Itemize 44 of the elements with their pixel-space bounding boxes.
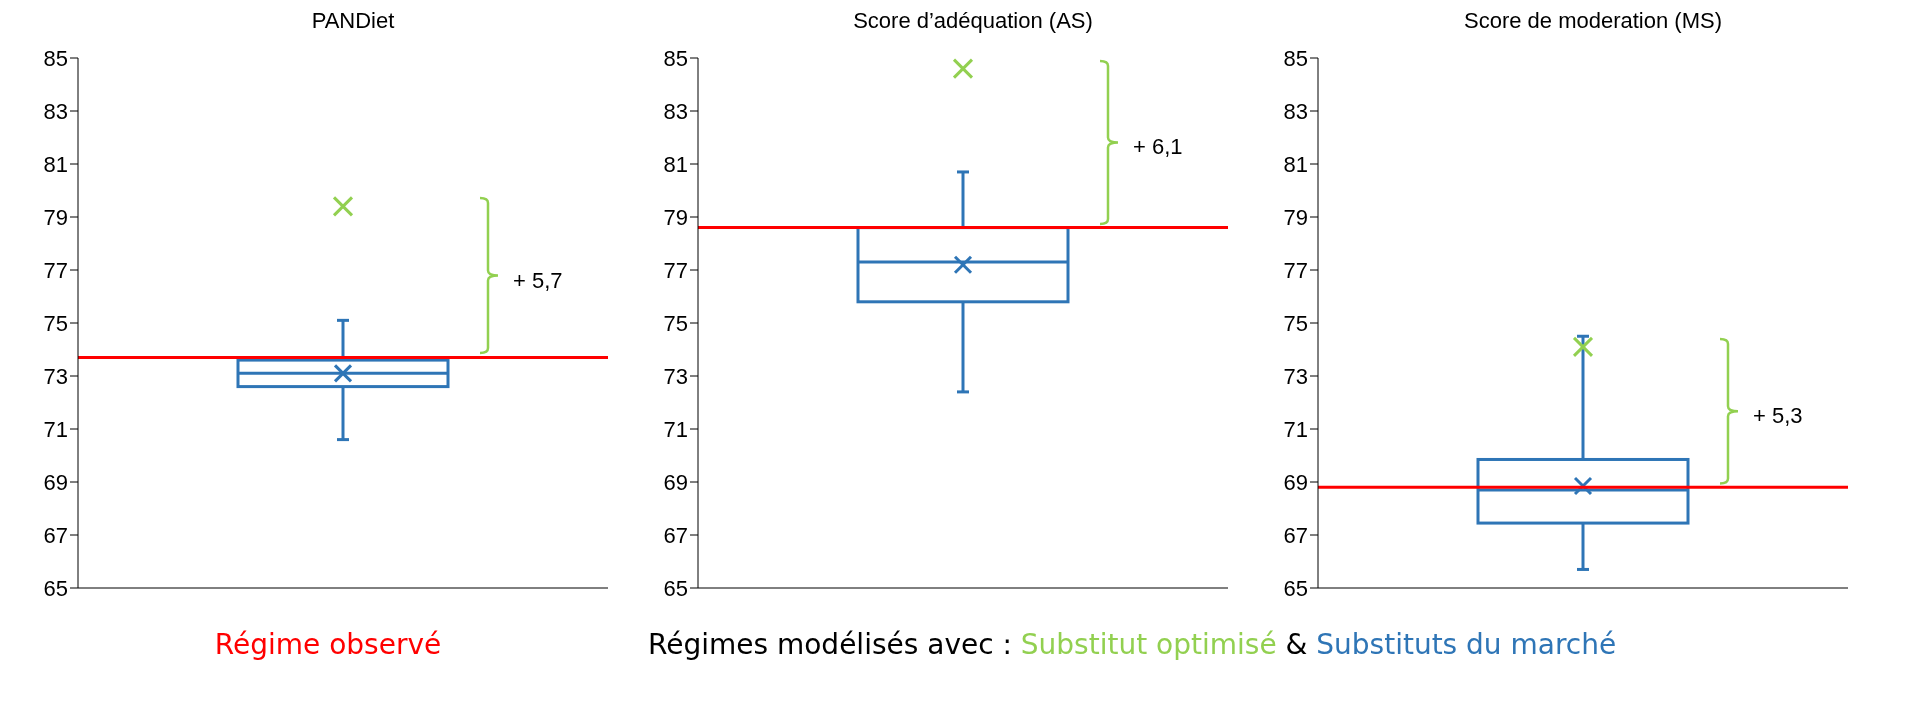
text: Régimes modélisés avec :: [648, 628, 1013, 661]
y-tick-label: 75: [663, 310, 688, 336]
y-tick-label: 85: [663, 45, 688, 71]
y-tick-label: 69: [43, 469, 68, 495]
y-tick-label: 73: [43, 363, 68, 389]
y-tick-label: 69: [1283, 469, 1308, 495]
y-tick-label: 83: [663, 98, 688, 124]
annotation: + 5,3: [1753, 403, 1803, 430]
y-tick-label: 81: [43, 151, 68, 177]
y-tick-label: 71: [1283, 416, 1308, 442]
y-tick-label: 79: [1283, 204, 1308, 230]
y-tick-label: 77: [43, 257, 68, 283]
chart-title: PANDiet: [311, 8, 395, 33]
y-tick-label: 85: [43, 45, 68, 71]
y-tick-label: 65: [1283, 575, 1308, 601]
y-tick-label: 69: [663, 469, 688, 495]
y-tick-label: 83: [1283, 98, 1308, 124]
text: &: [1285, 628, 1309, 661]
y-tick-label: 77: [663, 257, 688, 283]
y-tick-label: 67: [43, 522, 68, 548]
y-tick-label: 65: [663, 575, 688, 601]
y-tick-label: 75: [1283, 310, 1308, 336]
text: Substituts du marché: [1316, 628, 1617, 661]
y-tick-label: 85: [1283, 45, 1308, 71]
text: Régime observé: [213, 628, 443, 661]
chart-title: Score d’adéquation (AS): [853, 8, 1093, 33]
y-tick-label: 75: [43, 310, 68, 336]
y-tick-label: 71: [663, 416, 688, 442]
y-tick-label: 79: [663, 204, 688, 230]
y-tick-label: 79: [43, 204, 68, 230]
y-tick-label: 73: [663, 363, 688, 389]
y-tick-label: 67: [1283, 522, 1308, 548]
annotation: + 5,7: [513, 267, 563, 294]
y-tick-label: 73: [1283, 363, 1308, 389]
y-tick-label: 77: [1283, 257, 1308, 283]
annotation: + 6,1: [1133, 134, 1183, 161]
y-tick-label: 65: [43, 575, 68, 601]
text: Substitut optimisé: [1020, 628, 1278, 661]
y-tick-label: 81: [663, 151, 688, 177]
y-tick-label: 83: [43, 98, 68, 124]
chart-title: Score de moderation (MS): [1464, 8, 1722, 33]
y-tick-label: 81: [1283, 151, 1308, 177]
y-tick-label: 67: [663, 522, 688, 548]
y-tick-label: 71: [43, 416, 68, 442]
